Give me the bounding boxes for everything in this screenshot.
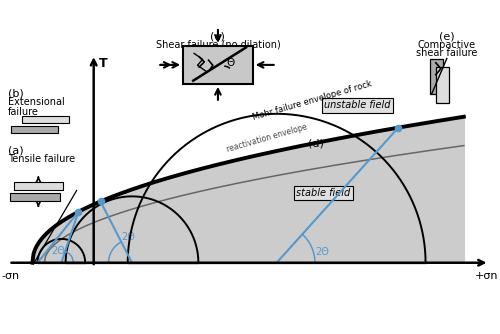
Text: stable field: stable field	[296, 188, 350, 198]
Text: (d): (d)	[308, 139, 324, 149]
FancyBboxPatch shape	[430, 58, 442, 94]
Text: 2Θ: 2Θ	[121, 232, 134, 242]
FancyBboxPatch shape	[189, 53, 222, 65]
FancyBboxPatch shape	[14, 182, 63, 190]
Text: Extensional: Extensional	[8, 97, 64, 107]
Text: failure: failure	[8, 107, 38, 117]
Text: +σn: +σn	[475, 271, 498, 281]
Text: (b): (b)	[8, 88, 24, 98]
Text: -σn: -σn	[1, 271, 20, 281]
Text: (e): (e)	[439, 31, 454, 41]
Text: Tensile failure: Tensile failure	[8, 154, 75, 164]
Text: reactivation envelope: reactivation envelope	[226, 122, 308, 154]
Text: unstable field: unstable field	[324, 100, 390, 110]
Text: (a): (a)	[8, 145, 24, 155]
FancyBboxPatch shape	[436, 67, 448, 103]
Text: Compactive: Compactive	[418, 40, 476, 50]
Text: $\Theta$: $\Theta$	[226, 56, 235, 68]
FancyBboxPatch shape	[198, 65, 230, 77]
Text: 2Θ: 2Θ	[51, 246, 65, 256]
Text: Mohr failure envelope of rock: Mohr failure envelope of rock	[251, 79, 372, 122]
Text: (c): (c)	[210, 31, 226, 41]
Bar	[183, 46, 253, 84]
Text: T: T	[99, 57, 108, 70]
Text: shear failure: shear failure	[416, 48, 478, 58]
FancyBboxPatch shape	[10, 193, 59, 201]
FancyBboxPatch shape	[11, 126, 58, 133]
FancyBboxPatch shape	[22, 116, 69, 123]
Text: Shear failure (no dilation): Shear failure (no dilation)	[156, 40, 280, 50]
Text: 2Θ: 2Θ	[315, 247, 329, 257]
